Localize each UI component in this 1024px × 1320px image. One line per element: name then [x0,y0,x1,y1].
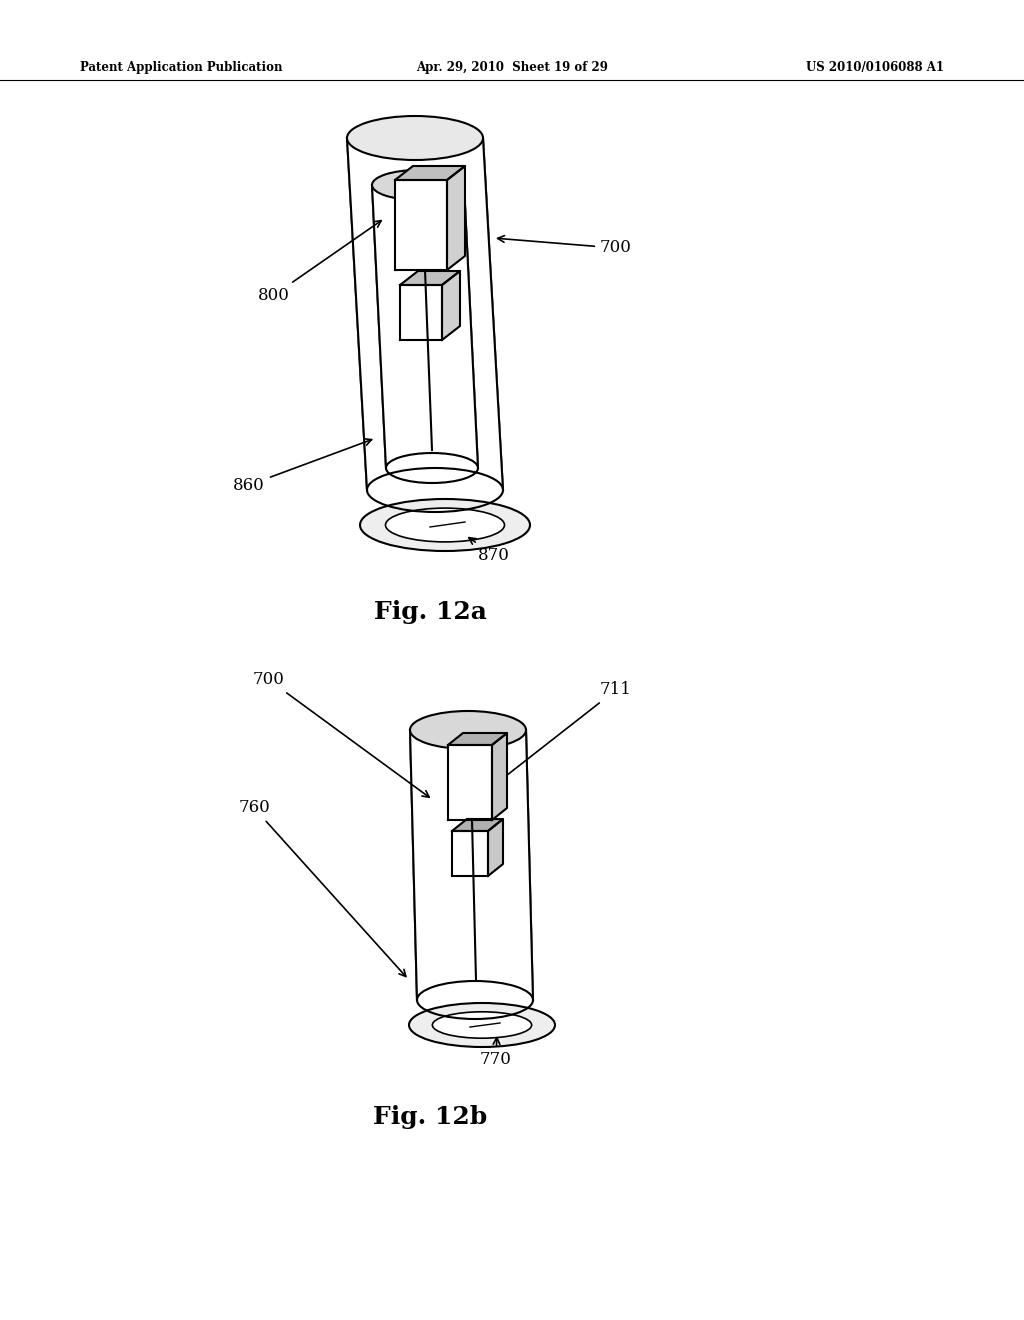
Polygon shape [400,285,442,341]
Polygon shape [347,139,503,490]
Ellipse shape [360,499,530,550]
Polygon shape [395,180,447,271]
Polygon shape [452,832,488,876]
Polygon shape [410,730,534,1001]
Ellipse shape [410,711,526,748]
Polygon shape [400,271,460,285]
Polygon shape [488,818,503,876]
Text: 870: 870 [469,537,510,564]
Polygon shape [452,818,503,832]
Polygon shape [449,744,492,820]
Text: 700: 700 [253,672,429,797]
Text: 800: 800 [258,220,381,304]
Ellipse shape [372,170,464,201]
Text: Apr. 29, 2010  Sheet 19 of 29: Apr. 29, 2010 Sheet 19 of 29 [416,62,608,74]
Text: Fig. 12b: Fig. 12b [373,1105,487,1129]
Ellipse shape [432,1012,531,1039]
Ellipse shape [385,508,505,543]
Text: 860: 860 [233,438,372,494]
Polygon shape [447,166,465,271]
Polygon shape [395,166,465,180]
Polygon shape [372,185,478,469]
Ellipse shape [409,1003,555,1047]
Text: 700: 700 [498,235,632,256]
Polygon shape [492,733,507,820]
Polygon shape [449,733,507,744]
Text: 711: 711 [492,681,632,787]
Text: 760: 760 [239,800,406,977]
Text: Patent Application Publication: Patent Application Publication [80,62,283,74]
Polygon shape [442,271,460,341]
Ellipse shape [347,116,483,160]
Text: 770: 770 [480,1038,512,1068]
Text: US 2010/0106088 A1: US 2010/0106088 A1 [806,62,944,74]
Text: Fig. 12a: Fig. 12a [374,601,486,624]
